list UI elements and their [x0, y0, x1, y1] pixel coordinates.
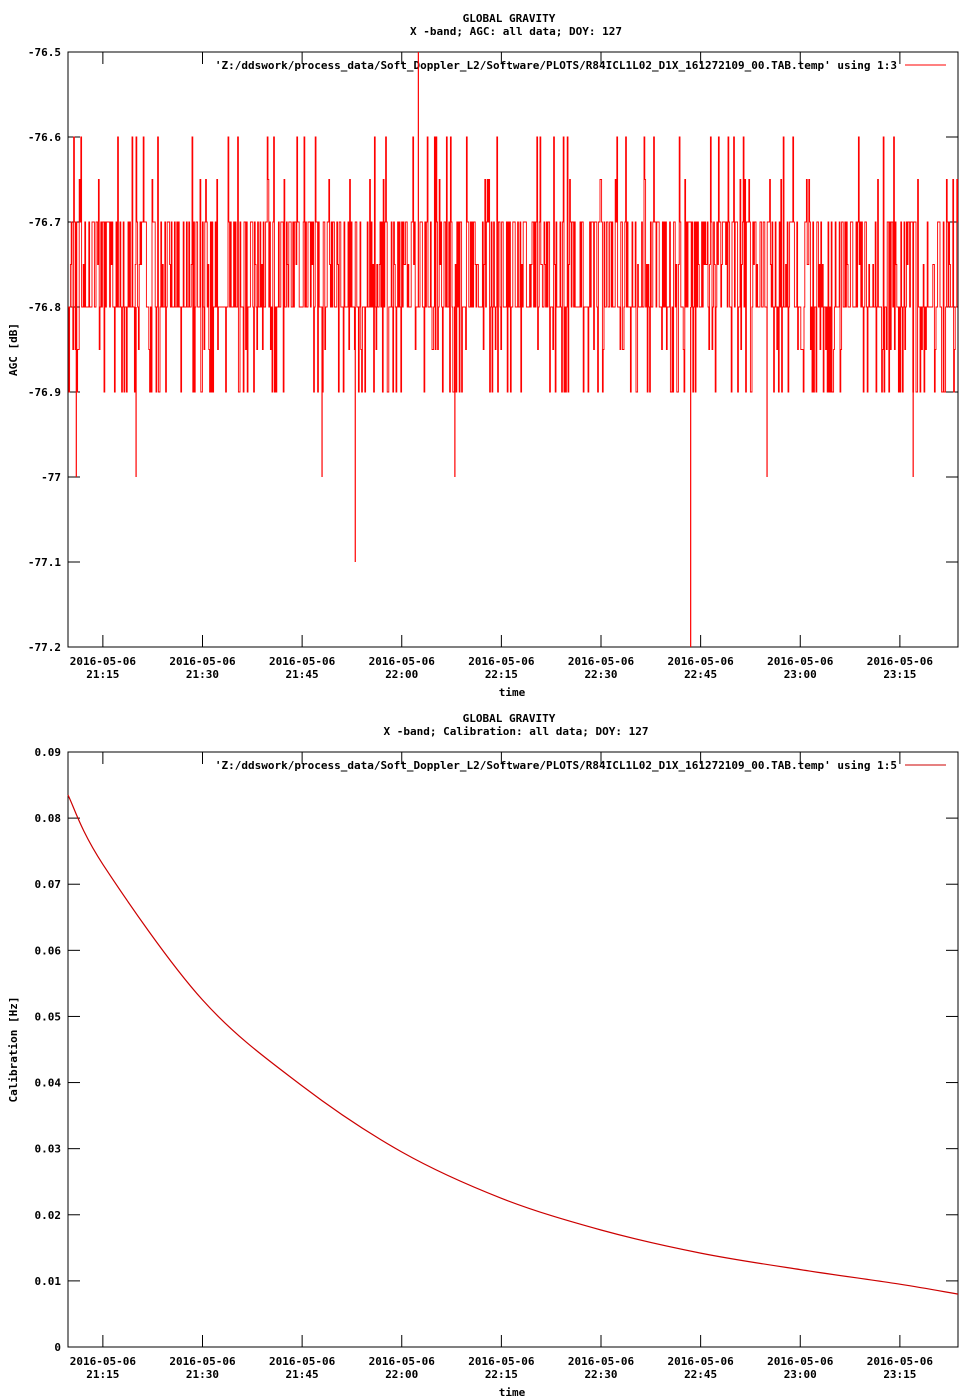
x-axis-label: time — [499, 1386, 526, 1399]
x-tick-time: 21:45 — [286, 1368, 319, 1381]
chart-subtitle: X -band; AGC: all data; DOY: 127 — [410, 25, 622, 38]
plot-frame — [67, 751, 959, 1348]
x-tick-date: 2016-05-06 — [70, 655, 137, 668]
x-tick-date: 2016-05-06 — [867, 1355, 934, 1368]
x-tick-date: 2016-05-06 — [269, 655, 336, 668]
x-tick-time: 22:45 — [684, 1368, 717, 1381]
x-tick-time: 22:00 — [385, 1368, 418, 1381]
x-tick-time: 22:15 — [485, 668, 518, 681]
y-axis-label: AGC [dB] — [7, 323, 20, 376]
x-tick-date: 2016-05-06 — [369, 655, 436, 668]
x-tick-date: 2016-05-06 — [668, 1355, 735, 1368]
x-tick-date: 2016-05-06 — [767, 655, 834, 668]
y-axis-label: Calibration [Hz] — [7, 997, 20, 1103]
x-tick-date: 2016-05-06 — [568, 1355, 635, 1368]
chart-title: GLOBAL GRAVITY — [463, 12, 556, 25]
chart-subtitle: X -band; Calibration: all data; DOY: 127 — [384, 725, 649, 738]
y-tick-label: 0.03 — [35, 1143, 62, 1156]
x-tick-time: 22:45 — [684, 668, 717, 681]
chart-title: GLOBAL GRAVITY — [463, 712, 556, 725]
y-tick-label: 0.07 — [35, 878, 62, 891]
y-tick-label: 0.04 — [35, 1077, 62, 1090]
x-tick-time: 21:15 — [86, 1368, 119, 1381]
y-tick-label: 0.06 — [35, 944, 62, 957]
y-tick-label: 0.05 — [35, 1010, 62, 1023]
y-tick-label: -77.2 — [28, 641, 61, 654]
x-tick-time: 23:00 — [784, 1368, 817, 1381]
y-tick-label: 0.02 — [35, 1209, 62, 1222]
x-tick-date: 2016-05-06 — [269, 1355, 336, 1368]
y-tick-label: -76.9 — [28, 386, 61, 399]
y-tick-label: -76.6 — [28, 131, 61, 144]
y-tick-label: 0.09 — [35, 746, 62, 759]
legend-label: 'Z:/ddswork/process_data/Soft_Doppler_L2… — [215, 759, 897, 772]
y-tick-label: 0.01 — [35, 1275, 62, 1288]
y-tick-label: -77 — [41, 471, 61, 484]
x-tick-date: 2016-05-06 — [468, 655, 535, 668]
y-tick-label: -76.7 — [28, 216, 61, 229]
x-tick-date: 2016-05-06 — [369, 1355, 436, 1368]
x-axis-label: time — [499, 686, 526, 699]
x-tick-date: 2016-05-06 — [668, 655, 735, 668]
y-tick-label: -77.1 — [28, 556, 61, 569]
x-tick-time: 22:30 — [584, 668, 617, 681]
legend-label: 'Z:/ddswork/process_data/Soft_Doppler_L2… — [215, 59, 897, 72]
x-tick-date: 2016-05-06 — [468, 1355, 535, 1368]
y-tick-label: 0.08 — [35, 812, 62, 825]
plot-frame — [67, 51, 959, 648]
x-tick-time: 23:15 — [883, 1368, 916, 1381]
x-tick-time: 21:45 — [286, 668, 319, 681]
x-tick-date: 2016-05-06 — [70, 1355, 137, 1368]
x-tick-time: 22:30 — [584, 1368, 617, 1381]
calibration-series-line — [67, 794, 959, 1295]
x-tick-date: 2016-05-06 — [568, 655, 635, 668]
x-tick-date: 2016-05-06 — [169, 1355, 236, 1368]
x-tick-time: 22:00 — [385, 668, 418, 681]
x-tick-date: 2016-05-06 — [867, 655, 934, 668]
y-tick-label: -76.5 — [28, 46, 61, 59]
x-tick-time: 22:15 — [485, 1368, 518, 1381]
x-tick-time: 21:30 — [186, 668, 219, 681]
x-tick-time: 21:30 — [186, 1368, 219, 1381]
y-tick-label: 0 — [54, 1341, 61, 1354]
agc-chart: GLOBAL GRAVITY X -band; AGC: all data; DO… — [7, 12, 959, 699]
x-tick-date: 2016-05-06 — [767, 1355, 834, 1368]
y-tick-label: -76.8 — [28, 301, 61, 314]
agc-series-line — [68, 136, 959, 393]
x-tick-date: 2016-05-06 — [169, 655, 236, 668]
calibration-chart: GLOBAL GRAVITY X -band; Calibration: all … — [0, 700, 980, 1400]
x-tick-time: 23:00 — [784, 668, 817, 681]
x-tick-time: 21:15 — [86, 668, 119, 681]
x-tick-time: 23:15 — [883, 668, 916, 681]
